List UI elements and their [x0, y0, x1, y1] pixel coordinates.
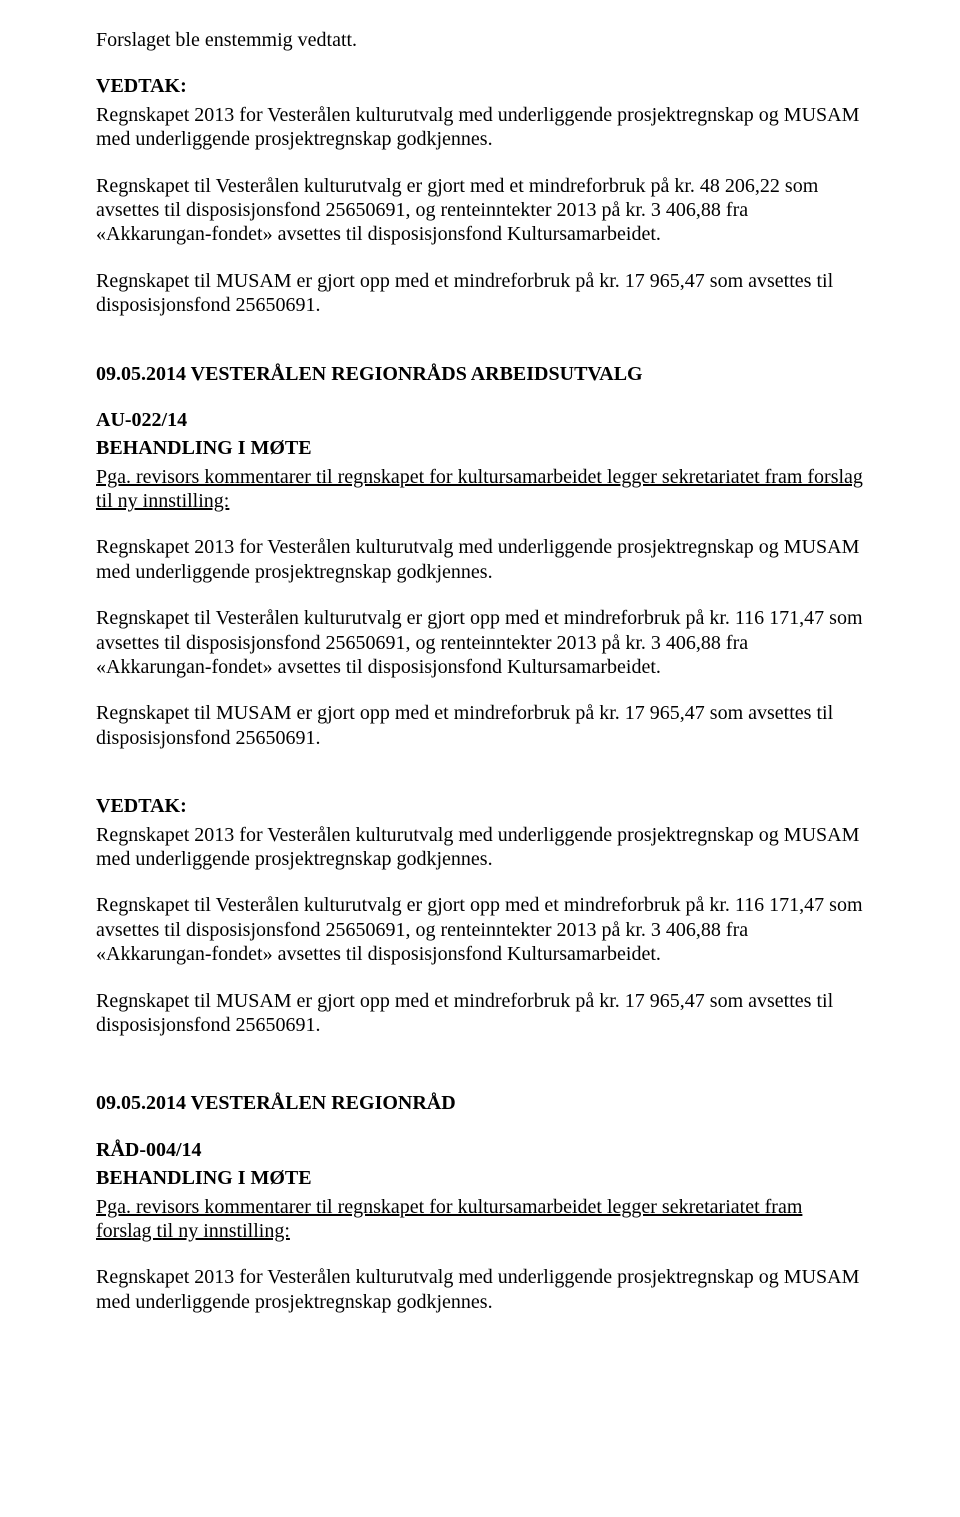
paragraph-final: Regnskapet 2013 for Vesterålen kulturutv…	[96, 1265, 864, 1314]
behandling-heading-1: BEHANDLING I MØTE	[96, 436, 864, 460]
paragraph-vedtak1-b: Regnskapet til Vesterålen kulturutvalg e…	[96, 174, 864, 247]
revisor-underline-2b: forslag til ny innstilling:	[96, 1220, 290, 1242]
au-label: AU-022/14	[96, 408, 864, 432]
heading-arbeidsutvalg: 09.05.2014 VESTERÅLEN REGIONRÅDS ARBEIDS…	[96, 362, 864, 386]
paragraph-vedtak2-c: Regnskapet til MUSAM er gjort opp med et…	[96, 989, 864, 1038]
paragraph-revisor-2: Pga. revisors kommentarer til regnskapet…	[96, 1195, 864, 1244]
vedtak-block-1: VEDTAK: Regnskapet 2013 for Vesterålen k…	[96, 74, 864, 151]
paragraph-innstilling-a: Regnskapet 2013 for Vesterålen kulturutv…	[96, 535, 864, 584]
rad-label: RÅD-004/14	[96, 1138, 864, 1162]
vedtak-block-2: VEDTAK: Regnskapet 2013 for Vesterålen k…	[96, 794, 864, 871]
revisor-underline-1b: til ny innstilling:	[96, 490, 229, 512]
paragraph-innstilling-c: Regnskapet til MUSAM er gjort opp med et…	[96, 701, 864, 750]
revisor-underline-2a: Pga. revisors kommentarer til regnskapet…	[96, 1196, 802, 1218]
au-block: AU-022/14 BEHANDLING I MØTE Pga. revisor…	[96, 408, 864, 514]
vedtak-heading: VEDTAK:	[96, 74, 864, 98]
paragraph-innstilling-b: Regnskapet til Vesterålen kulturutvalg e…	[96, 606, 864, 679]
vedtak-heading-2: VEDTAK:	[96, 794, 864, 818]
revisor-underline-1a: Pga. revisors kommentarer til regnskapet…	[96, 466, 863, 488]
paragraph-vedtak2-a: Regnskapet 2013 for Vesterålen kulturutv…	[96, 823, 864, 872]
rad-block: RÅD-004/14 BEHANDLING I MØTE Pga. reviso…	[96, 1138, 864, 1244]
paragraph-vedtak1-c: Regnskapet til MUSAM er gjort opp med et…	[96, 269, 864, 318]
paragraph-forslaget: Forslaget ble enstemmig vedtatt.	[96, 28, 864, 52]
behandling-heading-2: BEHANDLING I MØTE	[96, 1166, 864, 1190]
heading-regionrad: 09.05.2014 VESTERÅLEN REGIONRÅD	[96, 1091, 864, 1115]
paragraph-vedtak2-b: Regnskapet til Vesterålen kulturutvalg e…	[96, 893, 864, 966]
paragraph-vedtak1-a: Regnskapet 2013 for Vesterålen kulturutv…	[96, 103, 864, 152]
paragraph-revisor-1: Pga. revisors kommentarer til regnskapet…	[96, 465, 864, 514]
